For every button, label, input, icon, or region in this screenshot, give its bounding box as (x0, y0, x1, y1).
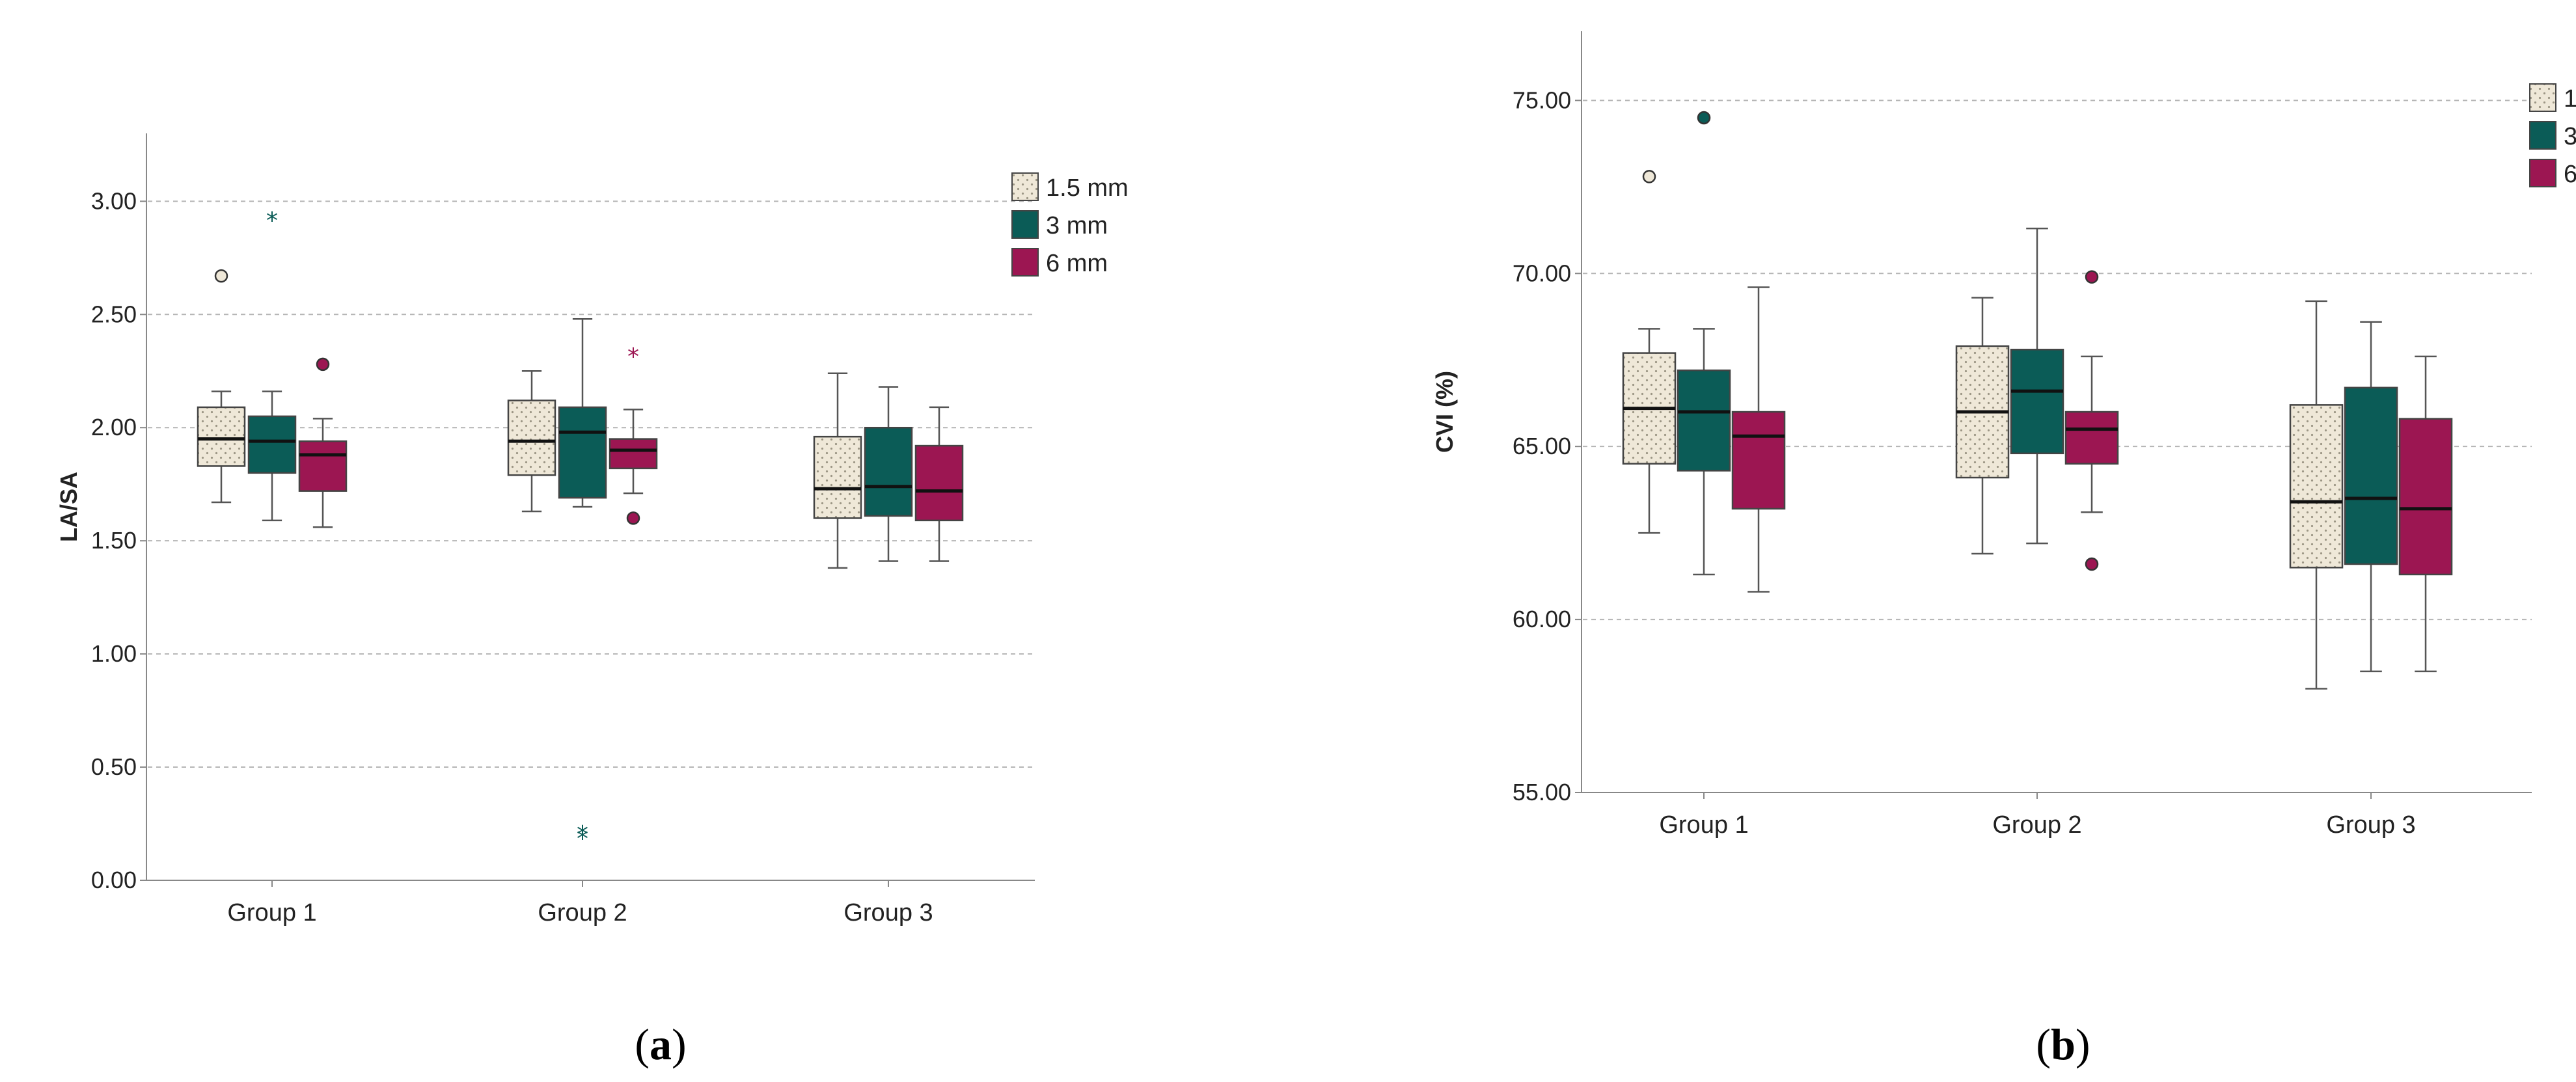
outlier-circle (1642, 170, 1656, 183)
box-iqr (247, 415, 297, 474)
outlier-circle (214, 269, 228, 283)
y-tick-label: 0.00 (91, 867, 137, 893)
y-tick-label: 1.00 (91, 640, 137, 667)
box-iqr (813, 435, 862, 519)
y-tick-label: 60.00 (1513, 606, 1571, 632)
legend-swatch (1011, 172, 1039, 201)
y-tick-label: 65.00 (1513, 433, 1571, 459)
outlier-star: * (266, 208, 278, 234)
legend-label: 6 mm (1046, 250, 1108, 277)
outlier-star: * (577, 821, 588, 848)
box-iqr (2398, 418, 2453, 576)
legend-label: 3 mm (2564, 123, 2576, 150)
legend-swatch (2529, 159, 2556, 187)
outlier-circle (316, 357, 330, 372)
box-iqr (558, 406, 607, 499)
caption-b: (b) (2036, 1020, 2090, 1069)
y-tick-label: 75.00 (1513, 87, 1571, 113)
y-axis-title: LA/SA (55, 472, 82, 542)
box-iqr (609, 438, 658, 470)
y-tick-label: 2.00 (91, 414, 137, 440)
outlier-star: * (577, 826, 588, 852)
caption-a: (a) (635, 1020, 686, 1069)
y-tick-label: 3.00 (91, 187, 137, 214)
x-category-label: Group 2 (1992, 811, 2081, 839)
y-tick-label: 0.50 (91, 753, 137, 780)
box-iqr (298, 440, 348, 492)
outlier-circle (2085, 557, 2099, 571)
legend-label: 1.5 mm (1046, 174, 1129, 202)
y-tick-label: 70.00 (1513, 260, 1571, 286)
legend-label: 6 mm (2564, 161, 2576, 188)
box-iqr (2344, 386, 2398, 565)
outlier-star: * (627, 344, 639, 370)
outlier-circle (2085, 270, 2099, 284)
box-iqr (2010, 349, 2064, 455)
outlier-circle (1697, 111, 1711, 125)
legend-swatch (1011, 248, 1039, 277)
legend-label: 3 mm (1046, 212, 1108, 239)
x-category-label: Group 3 (843, 899, 933, 926)
box-iqr (914, 444, 964, 522)
box-iqr (864, 426, 913, 517)
outlier-circle (626, 511, 640, 525)
y-tick-label: 2.50 (91, 301, 137, 327)
legend-swatch (2529, 83, 2556, 112)
y-tick-label: 55.00 (1513, 779, 1571, 805)
legend-swatch (2529, 121, 2556, 150)
legend-swatch (1011, 210, 1039, 239)
x-category-label: Group 1 (227, 899, 316, 926)
y-axis-title: CVI (%) (1431, 371, 1458, 453)
y-tick-label: 1.50 (91, 527, 137, 554)
box-iqr (1731, 411, 1786, 510)
box-iqr (2289, 404, 2344, 569)
box-iqr (507, 399, 556, 476)
panel-b-chart: 55.00 60.00 65.00 70.00 75.00 CVI (%) Group 1 G… (1431, 31, 2576, 839)
x-category-label: Group 1 (1659, 811, 1748, 839)
box-iqr (2064, 411, 2119, 465)
legend-label: 1.5 mm (2564, 85, 2576, 113)
panel-a-chart: 0.00 0.50 1.00 1.50 2.00 2.50 3.00 LA/SA Group 1… (55, 133, 1129, 926)
box-iqr (1677, 369, 1731, 472)
x-category-label: Group 2 (538, 899, 627, 926)
box-iqr (197, 406, 246, 467)
x-category-label: Group 3 (2326, 811, 2415, 839)
